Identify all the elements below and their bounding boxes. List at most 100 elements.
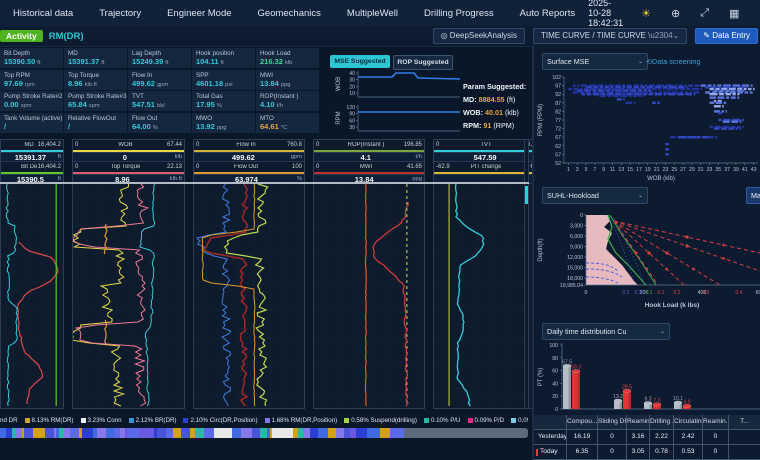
table-cell: 0: [703, 430, 729, 444]
svg-text:37: 37: [724, 167, 730, 173]
fullscreen-icon[interactable]: ⤢: [700, 6, 710, 19]
track-value-row: 0 klb: [73, 152, 184, 162]
globe-icon[interactable]: ⊕: [671, 7, 681, 20]
legend-swatch: [467, 418, 473, 423]
tile-value: 15249.39 ft: [132, 57, 169, 66]
nav-item-auto-reports[interactable]: Auto Reports: [519, 7, 576, 19]
table-row-yesterday: Yesterday 16.19 0 3.16 2.22 2.42 0: [534, 430, 760, 445]
strip-segment: [260, 428, 267, 438]
svg-text:15: 15: [627, 167, 633, 173]
legend-item[interactable]: 2.12% BR(DR): [128, 417, 176, 424]
svg-text:Depth(ft): Depth(ft): [538, 238, 544, 261]
deepseek-analysis-button[interactable]: ◎ DeepSeekAnalysis: [432, 28, 525, 44]
track-column-wob: 0 WOB 67.44 0 klb 0 Top Torque 22.13 8.96 klb.ft: [72, 139, 185, 409]
svg-text:67: 67: [555, 135, 561, 141]
svg-text:100: 100: [549, 343, 558, 349]
legend-item[interactable]: 2.10% Circ(DR,Position): [183, 417, 258, 424]
nav-item-engineer-mode[interactable]: Engineer Mode: [167, 7, 232, 19]
legend-item[interactable]: 0.09%: [511, 417, 528, 424]
manage-button[interactable]: Man: [746, 187, 760, 204]
legend-item[interactable]: 8.13% RM(DR): [24, 417, 74, 424]
svg-text:9.3: 9.3: [644, 397, 651, 403]
chevron-down-icon: ⌄: [659, 329, 665, 335]
strip-segment: [120, 428, 125, 438]
table-cell: 0.53: [674, 445, 703, 459]
svg-text:23: 23: [663, 167, 669, 173]
svg-text:4.9: 4.9: [683, 399, 690, 405]
legend-swatch: [511, 418, 517, 423]
svg-text:9,000: 9,000: [570, 245, 583, 251]
tile-value: 17.95%: [196, 100, 222, 109]
tile-value: 13.92 ppg: [196, 121, 227, 131]
svg-text:10.1: 10.1: [673, 396, 683, 402]
strip-segment: [350, 428, 356, 438]
strip-segment: [0, 428, 6, 438]
svg-text:92: 92: [555, 92, 561, 98]
svg-text:200: 200: [640, 290, 649, 296]
strip-segment: [190, 428, 195, 438]
strip-segment: [16, 428, 22, 438]
track-scale-row: 0 Flow Out 100: [196, 164, 302, 170]
svg-text:40: 40: [552, 381, 558, 387]
nav-item-trajectory[interactable]: Trajectory: [99, 7, 142, 19]
deepseek-icon: ◎: [440, 31, 448, 40]
svg-text:57: 57: [555, 152, 561, 158]
strip-segment: [59, 428, 64, 438]
depth-scrollbar[interactable]: [524, 139, 529, 409]
grid-icon[interactable]: ▦: [729, 7, 740, 20]
tile-value: 104.11 ft: [196, 57, 224, 66]
nav-item-historical-data[interactable]: Historical data: [13, 7, 74, 19]
track-curves: [73, 184, 184, 408]
svg-text:52: 52: [555, 161, 561, 167]
nav-item-geomechanics[interactable]: Geomechanics: [257, 7, 321, 19]
tile-label: Lag Depth: [132, 50, 162, 57]
tile-value: 64.00%: [132, 121, 158, 131]
svg-text:0.3: 0.3: [635, 290, 642, 296]
surface-mse-select[interactable]: Surface MSE ⌄: [542, 53, 648, 70]
data-entry-button[interactable]: ✎ Data Entry: [695, 28, 758, 44]
sun-icon[interactable]: ☀: [641, 7, 651, 20]
legend-swatch: [344, 418, 350, 423]
legend-item[interactable]: 1.68% RM(DR,Position): [264, 417, 337, 424]
strip-segment: [12, 428, 16, 438]
legend-item[interactable]: nd DR: [0, 417, 18, 424]
tile-label: MWI: [260, 71, 273, 79]
nav-item-drilling-progress[interactable]: Drilling Progress: [423, 7, 494, 19]
tab-rop-suggested[interactable]: ROP Suggested: [393, 55, 453, 70]
depth-divider-line[interactable]: [0, 182, 529, 184]
time-curve-select[interactable]: TIME CURVE / TIME CURVE \u2304​⌄: [532, 28, 688, 44]
legend-item[interactable]: 0.10% P/U: [423, 417, 461, 424]
tile-lag-depth: Lag Depth 15249.39 ft: [128, 48, 191, 68]
daily-distribution-select[interactable]: Daily time distribution Cu ⌄: [542, 323, 670, 340]
strip-segment: [204, 428, 214, 438]
strip-segment: [390, 428, 394, 438]
svg-text:13: 13: [618, 167, 624, 173]
svg-text:31: 31: [698, 167, 704, 173]
suhl-hookload-select[interactable]: SUHL-Hookload ⌄: [542, 187, 648, 204]
data-screening-link[interactable]: ⟲Data screening: [646, 57, 701, 66]
activity-legend: nd DR 8.13% RM(DR) 3.23% Conn 2.12% BR(DR) 2…: [0, 414, 528, 427]
track-curves: [194, 184, 304, 408]
strip-segment: [45, 428, 54, 438]
tile-label: Hook position: [196, 50, 235, 57]
svg-text:33: 33: [707, 167, 713, 173]
svg-text:15,000: 15,000: [567, 266, 583, 272]
tile-flow-in: Flow In 499.62 gpm: [128, 69, 191, 90]
strip-segment: [42, 428, 45, 438]
legend-item[interactable]: 0.09% P/D: [467, 417, 504, 424]
legend-item[interactable]: 0.58% Suspend(drilling): [344, 417, 417, 424]
strip-segment: [173, 428, 181, 438]
scale-underline: [1, 172, 63, 174]
legend-item[interactable]: 3.23% Conn: [80, 417, 122, 424]
activity-badge: Activity: [0, 30, 43, 42]
scale-underline: [73, 150, 184, 152]
strip-segment: [6, 428, 12, 438]
svg-text:29: 29: [689, 167, 695, 173]
nav-item-multiplewell[interactable]: MultipleWell: [346, 7, 398, 19]
tab-mse-suggested[interactable]: MSE Suggested: [330, 55, 390, 68]
table-cell: 3.16: [627, 430, 650, 444]
toolbar: Activity RM(DR) ◎ DeepSeekAnalysis TIME …: [0, 26, 760, 47]
